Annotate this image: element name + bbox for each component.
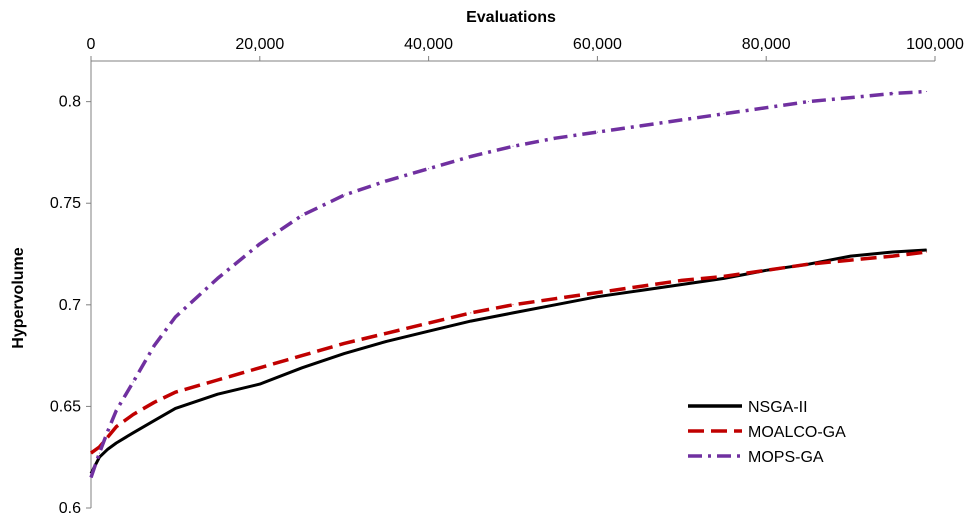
data-point [301, 214, 303, 216]
x-axis-title: Evaluations [466, 9, 556, 26]
y-tick-label: 0.8 [59, 94, 81, 111]
data-point [892, 255, 894, 257]
data-point [153, 401, 155, 403]
data-point [926, 91, 928, 92]
data-point [115, 426, 117, 428]
data-point [723, 277, 725, 279]
series-moalco-ga [89, 250, 928, 455]
data-point [512, 145, 514, 147]
data-point [174, 391, 176, 393]
y-tick-label: 0.6 [59, 500, 81, 516]
data-point [115, 410, 117, 411]
data-point [765, 269, 767, 271]
data-point [639, 125, 641, 127]
data-point [217, 277, 219, 279]
legend-entry: MOPS-GA [688, 449, 824, 466]
data-point [926, 251, 928, 253]
data-point [512, 312, 514, 314]
data-point [343, 353, 345, 355]
data-point [259, 367, 261, 369]
data-point [217, 379, 219, 381]
data-point [132, 414, 134, 415]
data-point [107, 436, 109, 438]
data-point [470, 312, 472, 314]
y-tick-label: 0.65 [50, 398, 81, 415]
x-tick-label: 20,000 [235, 36, 284, 53]
data-point [639, 290, 641, 292]
x-tick-label: 60,000 [573, 36, 622, 53]
data-point [554, 298, 556, 300]
data-point [132, 432, 134, 434]
data-point [926, 249, 928, 251]
axes: 0 20,000 40,000 60,000 80,000 100,000 0.6 0.65 0… [50, 36, 964, 516]
y-axis-title: Hypervolume [10, 247, 27, 348]
data-point [98, 452, 100, 454]
x-tick-label: 80,000 [742, 36, 791, 53]
data-point [428, 322, 430, 324]
data-point [385, 180, 387, 182]
data-point [850, 259, 852, 261]
x-tick-label: 100,000 [906, 36, 964, 53]
data-point [892, 251, 894, 253]
x-tick-label: 40,000 [404, 36, 453, 53]
data-point [90, 477, 92, 478]
data-point [554, 304, 556, 306]
data-point [259, 383, 261, 385]
data-point [892, 93, 894, 94]
data-point [90, 452, 92, 454]
data-point [681, 284, 683, 285]
data-point [385, 332, 387, 334]
y-tick-label: 0.75 [50, 195, 81, 212]
data-point [807, 263, 809, 265]
legend-label: MOALCO-GA [748, 424, 846, 441]
legend: NSGA-II MOALCO-GA MOPS-GA [688, 399, 846, 466]
x-tick-label: 0 [87, 36, 96, 53]
legend-label: MOPS-GA [748, 449, 824, 466]
data-point [259, 243, 261, 245]
data-point [132, 381, 134, 383]
data-point [596, 292, 598, 294]
data-point [639, 286, 641, 287]
legend-label: NSGA-II [748, 399, 808, 416]
data-point [153, 420, 155, 422]
y-tick-label: 0.7 [59, 297, 81, 314]
data-point [343, 194, 345, 196]
data-point [512, 304, 514, 306]
data-point [301, 355, 303, 357]
data-point [174, 407, 176, 409]
plot-area-series [89, 89, 928, 479]
data-point [596, 296, 598, 298]
data-point [428, 168, 430, 170]
data-point [850, 97, 852, 99]
data-point [107, 430, 109, 432]
data-point [850, 255, 852, 257]
data-point [765, 107, 767, 109]
data-point [554, 137, 556, 139]
data-point [98, 446, 100, 448]
data-point [681, 279, 683, 281]
series-mops-ga [89, 89, 928, 479]
data-point [723, 275, 725, 277]
data-point [301, 367, 303, 369]
legend-entry: MOALCO-GA [688, 424, 846, 441]
legend-entry: NSGA-II [688, 399, 808, 416]
data-point [681, 119, 683, 121]
data-point [343, 342, 345, 344]
data-point [470, 320, 472, 322]
data-point [217, 393, 219, 395]
data-point [153, 345, 155, 346]
data-point [596, 131, 598, 133]
data-point [174, 316, 176, 318]
data-point [723, 113, 725, 115]
data-point [470, 156, 472, 157]
data-point [428, 330, 430, 332]
data-point [385, 340, 387, 342]
data-point [107, 448, 109, 450]
data-point [807, 101, 809, 103]
data-point [115, 442, 117, 444]
